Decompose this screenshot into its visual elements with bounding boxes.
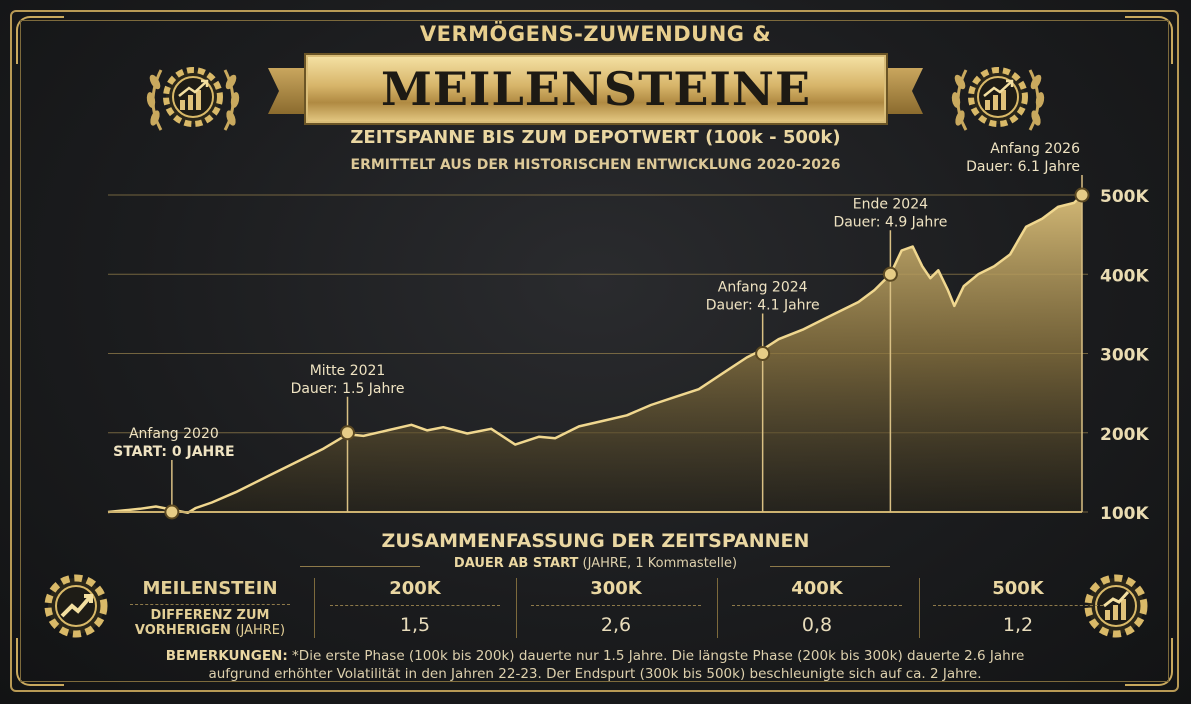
y-tick-label: 100K	[1100, 504, 1149, 524]
milestone-label: Anfang 2024	[718, 280, 808, 296]
difference-row-label-unit: (JAHRE)	[235, 623, 286, 638]
gear-trend-arrow-icon	[40, 570, 112, 642]
milestone-label: Anfang 2020	[129, 426, 219, 442]
milestone-marker	[164, 504, 180, 520]
difference-value: 1,2	[1002, 614, 1034, 636]
frame-corner	[1125, 16, 1173, 64]
remarks: BEMERKUNGEN: *Die erste Phase (100k bis …	[110, 647, 1080, 683]
difference-value: 0,8	[801, 614, 833, 636]
area-fill	[108, 195, 1082, 513]
difference-value: 2,6	[600, 614, 632, 636]
remarks-label: BEMERKUNGEN:	[165, 648, 288, 664]
page-title: MEILENSTEINE	[380, 62, 812, 116]
summary-column: 200K 1,5	[315, 578, 515, 636]
divider	[732, 605, 902, 606]
divider	[933, 605, 1103, 606]
milestone-label: Mitte 2021	[310, 363, 386, 379]
remarks-line-2: aufgrund erhöhter Volatilität in den Jah…	[208, 666, 982, 682]
milestone-sublabel: Dauer: 4.9 Jahre	[833, 214, 947, 230]
column-divider	[516, 578, 517, 638]
divider	[531, 605, 701, 606]
ornamental-frame	[10, 10, 1179, 692]
inner-frame	[20, 20, 1169, 682]
divider	[300, 566, 420, 567]
difference-value: 1,5	[399, 614, 431, 636]
y-tick-label: 500K	[1100, 187, 1149, 207]
milestone-marker	[1074, 187, 1090, 203]
summary-subtitle: DAUER AB START (JAHRE, 1 Kommastelle)	[0, 556, 1191, 571]
frame-corner	[1125, 638, 1173, 686]
column-divider	[314, 578, 315, 638]
difference-row-label-bold: DIFFERENZ ZUM VORHERIGEN	[134, 608, 270, 638]
milestone-marker	[755, 346, 771, 361]
milestone-value: 500K	[992, 578, 1044, 599]
title-banner: MEILENSTEINE	[304, 53, 888, 125]
y-tick-label: 300K	[1100, 346, 1149, 366]
difference-row-label: DIFFERENZ ZUM VORHERIGEN (JAHRE)	[120, 608, 300, 638]
milestone-value: 200K	[389, 578, 441, 599]
y-tick-label: 400K	[1100, 266, 1149, 286]
summary-subtitle-rest: (JAHRE, 1 Kommastelle)	[582, 556, 738, 571]
gear-chart-laurel-icon	[948, 52, 1048, 142]
summary-column: 500K 1,2	[918, 578, 1118, 636]
summary-column: 400K 0,8	[717, 578, 917, 636]
wealth-area-chart: Anfang 2020 START: 0 JAHRE Mitte 2021 Dauer…	[107, 141, 1149, 524]
milestone-value: 300K	[590, 578, 642, 599]
milestone-marker	[340, 425, 356, 441]
divider	[330, 605, 500, 606]
column-divider	[919, 578, 920, 638]
divider	[770, 566, 890, 567]
remarks-line-1: *Die erste Phase (100k bis 200k) dauerte…	[292, 648, 1025, 664]
subtitle-secondary: ERMITTELT AUS DER HISTORISCHEN ENTWICKLU…	[350, 157, 841, 173]
milestone-label: Ende 2024	[853, 196, 928, 212]
milestone-value: 400K	[791, 578, 843, 599]
milestone-sublabel: Dauer: 4.1 Jahre	[706, 298, 820, 314]
divider	[130, 604, 290, 605]
gear-bar-chart-icon	[1080, 570, 1152, 642]
milestone-sublabel: START: 0 JAHRE	[113, 444, 235, 460]
column-divider	[717, 578, 718, 638]
subtitle: ZEITSPANNE BIS ZUM DEPOTWERT (100k - 500…	[350, 127, 841, 148]
series-line	[107, 194, 1083, 515]
milestone-marker	[882, 266, 898, 282]
milestone-sublabel: Dauer: 1.5 Jahre	[291, 381, 405, 397]
summary-title: ZUSAMMENFASSUNG DER ZEITSPANNEN	[381, 530, 810, 552]
milestone-row-label: MEILENSTEIN	[142, 578, 278, 599]
milestone-sublabel: Dauer: 6.1 Jahre	[966, 159, 1080, 175]
summary-subtitle-bold: DAUER AB START	[453, 556, 579, 571]
frame-corner	[16, 638, 64, 686]
milestone-label: Anfang 2026	[990, 141, 1080, 157]
frame-corner	[16, 16, 64, 64]
gear-chart-laurel-icon	[143, 52, 243, 142]
summary-column: 300K 2,6	[516, 578, 716, 636]
supertitle: VERMÖGENS-ZUWENDUNG &	[419, 22, 772, 46]
y-tick-label: 200K	[1100, 425, 1149, 445]
